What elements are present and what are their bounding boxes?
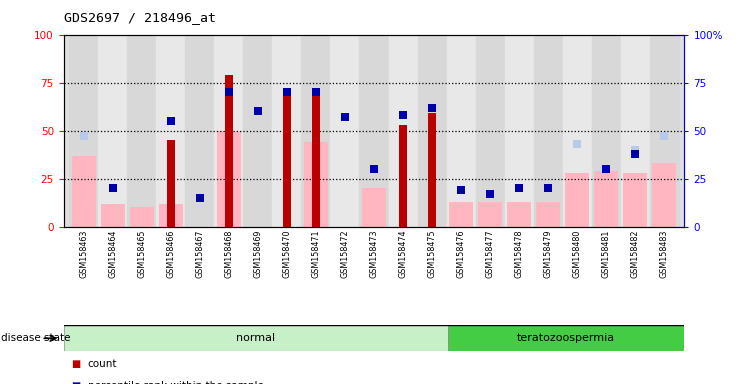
Text: ■: ■ xyxy=(71,359,80,369)
Bar xyxy=(224,75,233,227)
Bar xyxy=(312,92,320,227)
Point xyxy=(107,185,119,191)
Point xyxy=(455,187,467,193)
Text: disease state: disease state xyxy=(1,333,70,343)
Bar xyxy=(243,35,272,227)
Point xyxy=(397,112,409,118)
Point xyxy=(426,104,438,111)
Bar xyxy=(428,113,436,227)
Bar xyxy=(301,35,331,227)
Bar xyxy=(623,173,647,227)
Bar xyxy=(592,35,621,227)
Bar xyxy=(417,35,447,227)
Bar xyxy=(536,202,560,227)
Bar xyxy=(649,35,678,227)
Point xyxy=(310,89,322,95)
Bar xyxy=(272,35,301,227)
Point xyxy=(194,195,206,201)
Point xyxy=(600,166,612,172)
Point xyxy=(629,151,641,157)
Text: GDS2697 / 218496_at: GDS2697 / 218496_at xyxy=(64,12,215,25)
Text: percentile rank within the sample: percentile rank within the sample xyxy=(88,381,263,384)
Bar xyxy=(388,35,417,227)
Bar xyxy=(594,171,618,227)
Point xyxy=(368,166,380,172)
Point xyxy=(281,89,293,95)
Bar xyxy=(283,92,292,227)
Bar xyxy=(652,163,676,227)
Bar xyxy=(360,35,388,227)
Bar xyxy=(99,35,127,227)
Point xyxy=(658,133,670,139)
Bar xyxy=(127,35,156,227)
Point xyxy=(513,185,525,191)
Text: normal: normal xyxy=(236,333,275,343)
Bar xyxy=(304,142,328,227)
Point xyxy=(194,195,206,201)
Bar xyxy=(362,188,386,227)
Point xyxy=(571,141,583,147)
Point xyxy=(165,118,177,124)
Bar xyxy=(533,35,562,227)
Bar xyxy=(565,173,589,227)
Point xyxy=(223,89,235,95)
Bar xyxy=(507,202,531,227)
Bar xyxy=(621,35,649,227)
Point xyxy=(78,133,90,139)
Point xyxy=(339,114,351,120)
Bar xyxy=(478,202,502,227)
Bar xyxy=(72,156,96,227)
Point xyxy=(629,147,641,153)
Bar xyxy=(447,35,476,227)
Bar xyxy=(476,35,505,227)
Bar xyxy=(562,35,592,227)
Bar xyxy=(215,35,243,227)
Bar xyxy=(156,35,186,227)
Text: teratozoospermia: teratozoospermia xyxy=(517,333,615,343)
Point xyxy=(484,191,496,197)
Bar xyxy=(331,35,360,227)
Point xyxy=(339,114,351,120)
Bar xyxy=(64,325,448,351)
Bar xyxy=(167,140,175,227)
Bar xyxy=(217,131,241,227)
Bar xyxy=(186,35,215,227)
Point xyxy=(252,108,264,114)
Bar xyxy=(101,204,125,227)
Point xyxy=(542,185,554,191)
Bar xyxy=(448,325,684,351)
Text: ■: ■ xyxy=(71,381,80,384)
Bar xyxy=(399,125,408,227)
Bar xyxy=(159,204,183,227)
Bar xyxy=(130,207,154,227)
Bar xyxy=(70,35,99,227)
Bar xyxy=(505,35,533,227)
Bar xyxy=(449,202,473,227)
Text: count: count xyxy=(88,359,117,369)
Point xyxy=(600,166,612,172)
